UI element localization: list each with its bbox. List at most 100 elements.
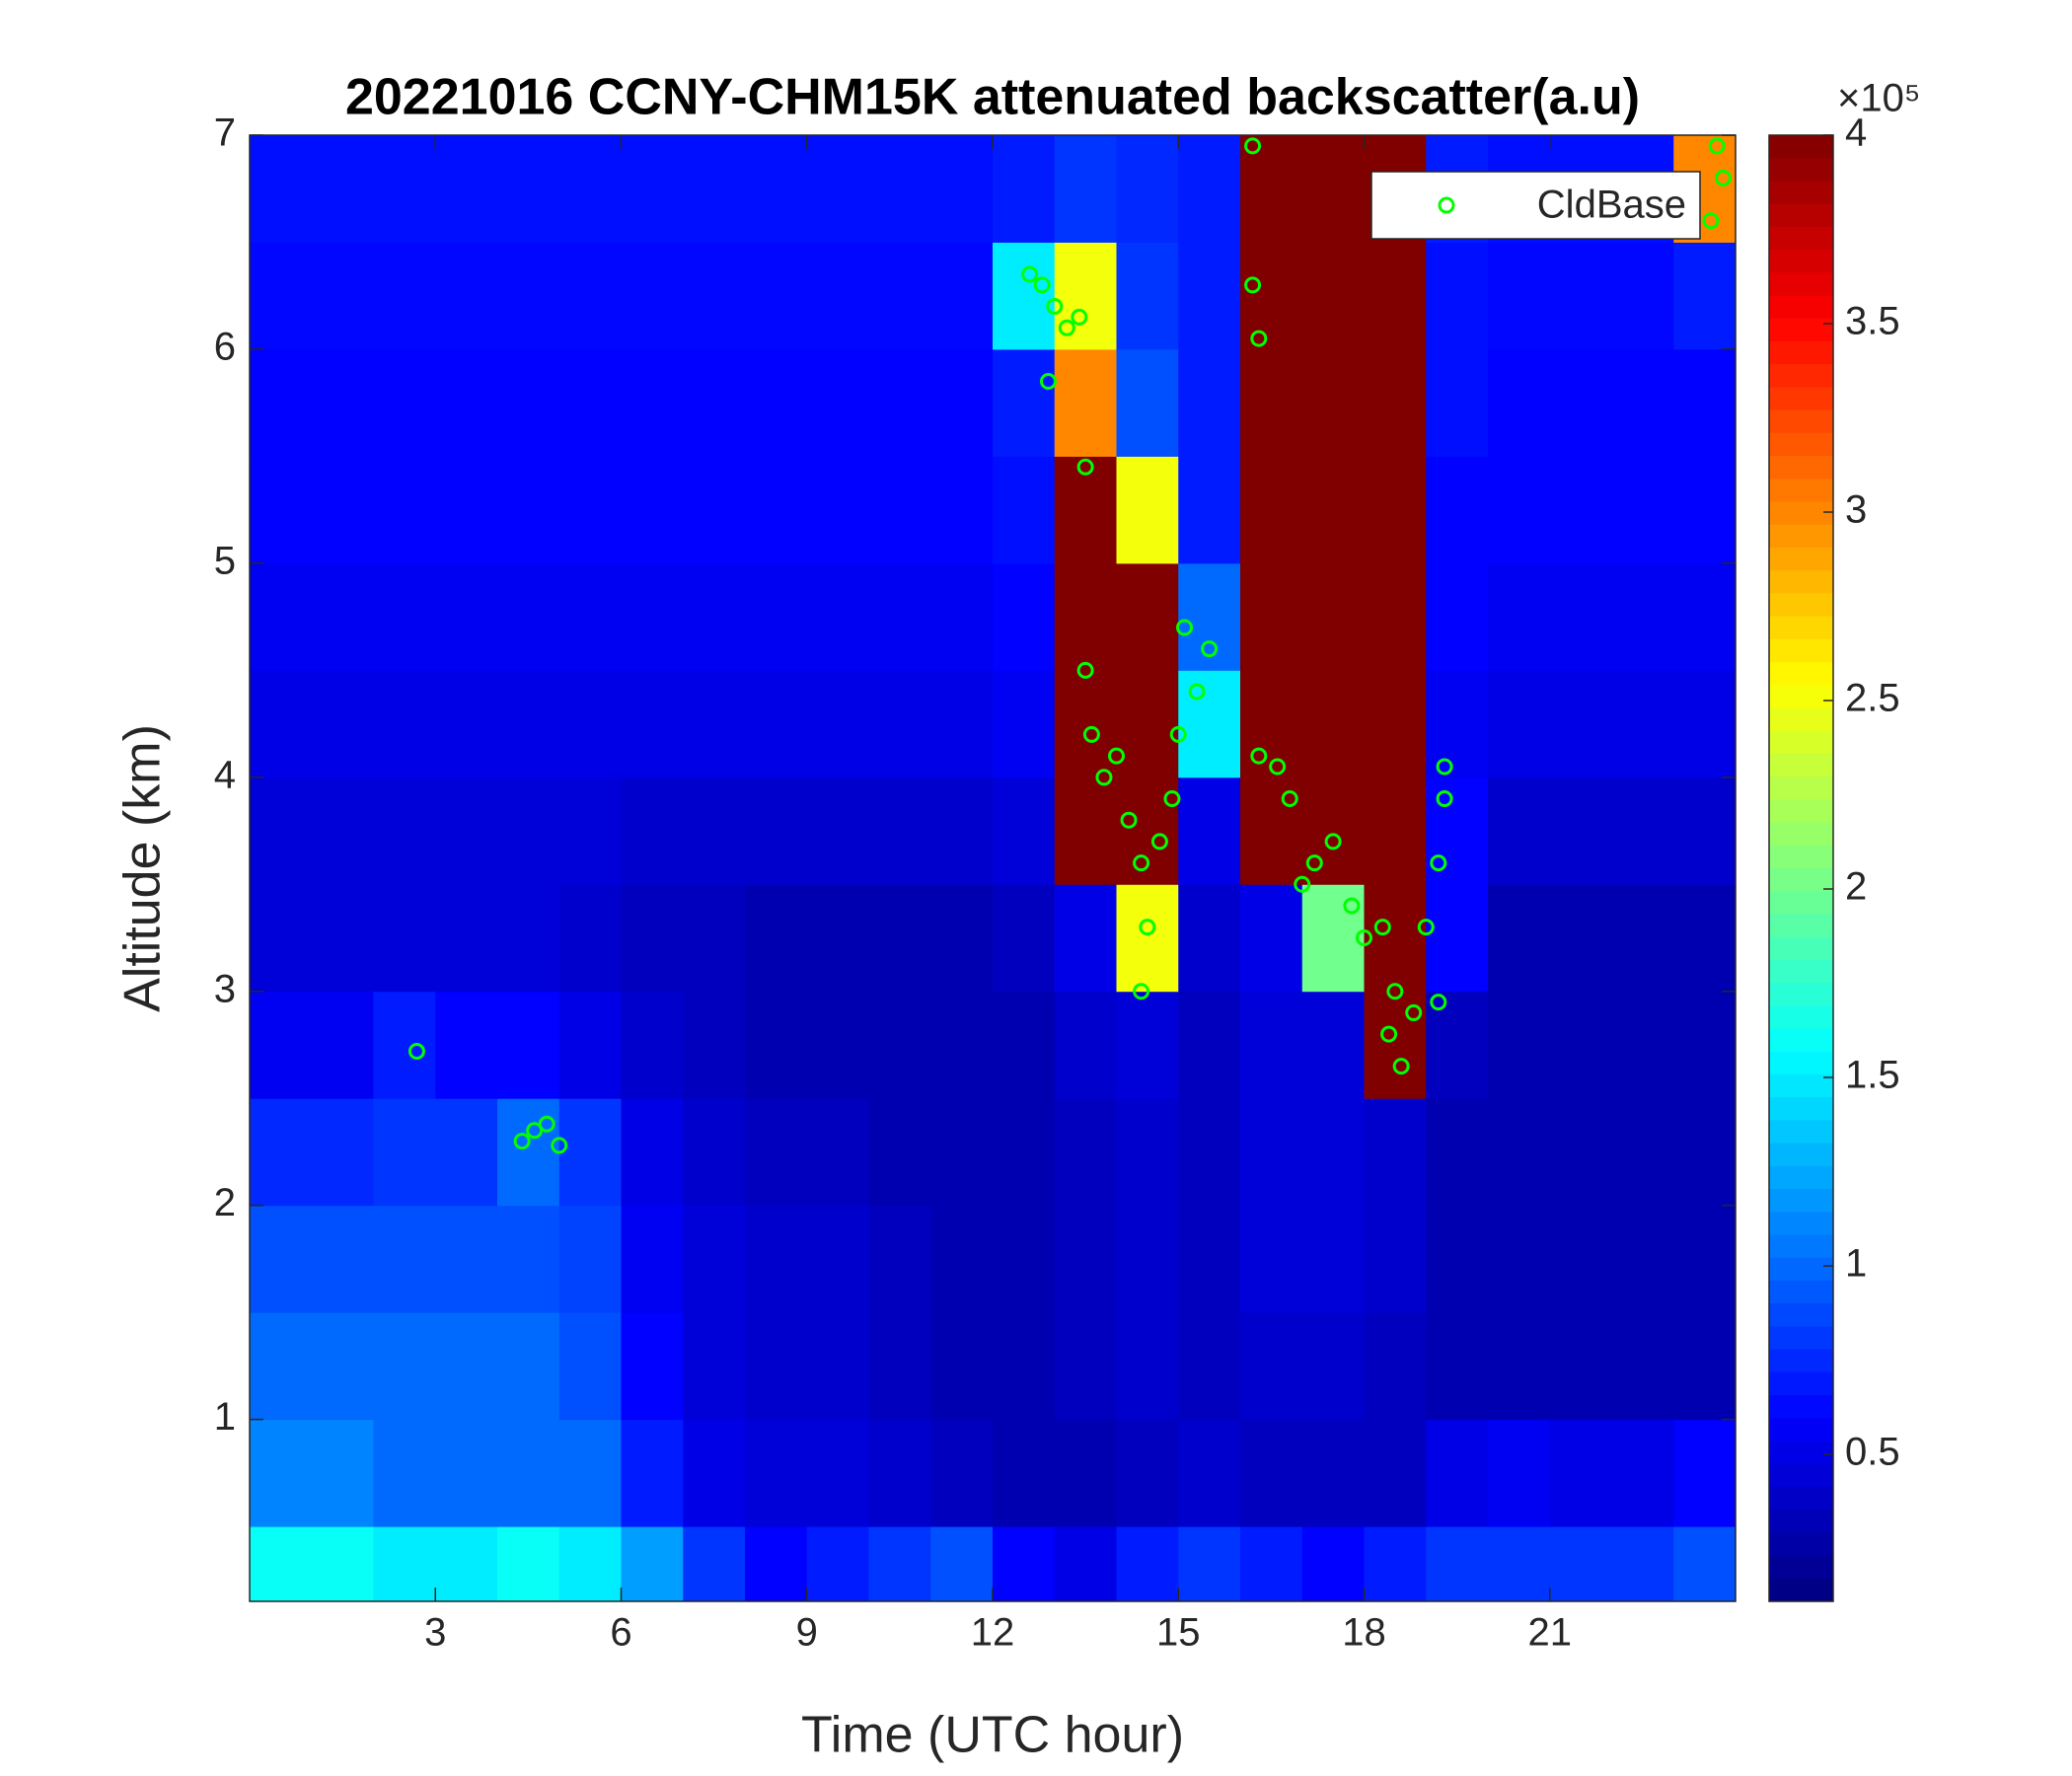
heatmap-cell bbox=[497, 670, 560, 778]
heatmap-cell bbox=[868, 1526, 931, 1601]
colorbar-segment bbox=[1769, 1578, 1833, 1602]
colorbar-segment bbox=[1769, 1097, 1833, 1121]
y-tick-label: 2 bbox=[214, 1181, 236, 1224]
heatmap-cell bbox=[1364, 242, 1427, 350]
heatmap-cell bbox=[435, 456, 498, 564]
cloud-base-point bbox=[1201, 640, 1219, 658]
cloud-base-point bbox=[1356, 929, 1372, 947]
heatmap-cell bbox=[1611, 670, 1674, 778]
heatmap-cell bbox=[1301, 135, 1365, 243]
heatmap-cell bbox=[1673, 1526, 1736, 1601]
colorbar-tick-label: 3.5 bbox=[1845, 300, 1900, 343]
heatmap-cell bbox=[993, 1526, 1056, 1601]
heatmap-cell bbox=[683, 242, 746, 350]
cloud-base-point bbox=[407, 1042, 425, 1060]
colorbar-segment bbox=[1769, 432, 1833, 457]
colorbar-segment bbox=[1769, 501, 1833, 526]
heatmap-cell bbox=[1301, 884, 1365, 993]
cloud-base-point bbox=[1071, 308, 1088, 326]
colorbar-segment bbox=[1769, 1555, 1833, 1580]
heatmap-cell bbox=[745, 1098, 808, 1207]
heatmap-cell bbox=[250, 1419, 313, 1527]
heatmap-cell bbox=[930, 348, 994, 457]
colorbar-segment bbox=[1769, 364, 1833, 388]
cloud-base-point bbox=[1150, 833, 1168, 851]
heatmap-cell bbox=[1178, 456, 1241, 564]
heatmap-cell bbox=[1301, 456, 1365, 564]
heatmap-cell bbox=[1054, 1312, 1117, 1421]
heatmap-cell bbox=[1178, 348, 1241, 457]
heatmap-cell bbox=[1054, 884, 1117, 993]
heatmap-cell bbox=[1673, 562, 1736, 671]
heatmap-cell bbox=[683, 670, 746, 778]
heatmap-cell bbox=[497, 884, 560, 993]
heatmap-cell bbox=[250, 884, 313, 993]
y-tick-label: 3 bbox=[214, 967, 236, 1010]
heatmap-cell bbox=[993, 242, 1056, 350]
cloud-base-point bbox=[1076, 661, 1094, 679]
colorbar-segment bbox=[1769, 1463, 1833, 1488]
heatmap-cell bbox=[930, 1312, 994, 1421]
colorbar-segment bbox=[1769, 1395, 1833, 1419]
heatmap-cell bbox=[497, 777, 560, 885]
heatmap-cell bbox=[1054, 1205, 1117, 1313]
heatmap-cell bbox=[1116, 135, 1179, 243]
heatmap-cell bbox=[1611, 1312, 1674, 1421]
colorbar-segment bbox=[1769, 936, 1833, 961]
heatmap-cell bbox=[1673, 1098, 1736, 1207]
heatmap-cell bbox=[1611, 242, 1674, 350]
heatmap-cell bbox=[1116, 562, 1179, 671]
heatmap-cell bbox=[1426, 562, 1489, 671]
heatmap-cell bbox=[1116, 884, 1179, 993]
heatmap-cell bbox=[373, 1526, 436, 1601]
cloud-base-point bbox=[1120, 811, 1138, 829]
cloud-base-point bbox=[1082, 725, 1100, 743]
heatmap-cell bbox=[311, 242, 374, 350]
heatmap-cell bbox=[373, 777, 436, 885]
heatmap-cell bbox=[1116, 242, 1179, 350]
heatmap-cell bbox=[993, 991, 1056, 1099]
heatmap-cell bbox=[1426, 884, 1489, 993]
heatmap-cell bbox=[1054, 991, 1117, 1099]
cloud-base-point bbox=[1281, 789, 1298, 807]
heatmap-cell bbox=[1240, 242, 1303, 350]
heatmap-cell bbox=[1426, 1312, 1489, 1421]
heatmap-cell bbox=[930, 1098, 994, 1207]
heatmap-cell bbox=[621, 884, 684, 993]
heatmap-cell bbox=[1611, 884, 1674, 993]
colorbar-segment bbox=[1769, 181, 1833, 205]
heatmap-cell bbox=[558, 1205, 622, 1313]
colorbar-tick-label: 0.5 bbox=[1845, 1431, 1900, 1474]
heatmap-cell bbox=[1673, 777, 1736, 885]
heatmap-cell bbox=[1364, 670, 1427, 778]
heatmap-cell bbox=[1426, 456, 1489, 564]
heatmap-cell bbox=[1549, 777, 1612, 885]
cloud-base-point bbox=[526, 1122, 544, 1140]
heatmap-cell bbox=[1301, 1526, 1365, 1601]
colorbar-segment bbox=[1769, 799, 1833, 824]
colorbar-segment bbox=[1769, 777, 1833, 800]
x-tick-label: 18 bbox=[1342, 1611, 1386, 1655]
heatmap-cell bbox=[683, 777, 746, 885]
heatmap-cell bbox=[435, 670, 498, 778]
y-tick-label: 6 bbox=[214, 325, 236, 368]
heatmap-cell bbox=[1364, 1098, 1427, 1207]
heatmap-cell bbox=[1673, 456, 1736, 564]
colorbar-segment bbox=[1769, 822, 1833, 847]
x-tick-label: 15 bbox=[1156, 1611, 1201, 1655]
heatmap-cell bbox=[1178, 670, 1241, 778]
heatmap-cell bbox=[1364, 1205, 1427, 1313]
heatmap-cell bbox=[1178, 1098, 1241, 1207]
heatmap-cell bbox=[806, 991, 869, 1099]
colorbar-segment bbox=[1769, 1486, 1833, 1511]
cloud-base-point bbox=[1176, 619, 1194, 636]
heatmap-cell bbox=[993, 777, 1056, 885]
heatmap-cell bbox=[1178, 991, 1241, 1099]
heatmap-cell bbox=[806, 1205, 869, 1313]
heatmap-cell bbox=[250, 456, 313, 564]
heatmap-cell bbox=[1240, 1526, 1303, 1601]
colorbar-segment bbox=[1769, 570, 1833, 594]
heatmap-cell bbox=[1611, 456, 1674, 564]
heatmap-cell bbox=[497, 1205, 560, 1313]
cloud-base-point bbox=[1430, 994, 1447, 1011]
